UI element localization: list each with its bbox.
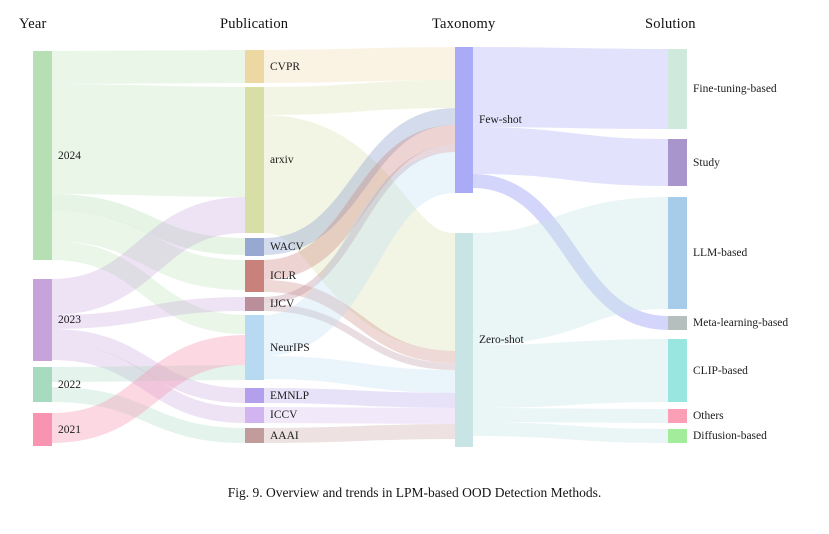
flow-y2023-to-iccv [51,344,246,423]
sankey-node-neurips [245,315,264,380]
flow-zero-to-clip [472,339,669,408]
flow-zero-to-diff [472,422,669,443]
flow-y2024-to-wacv [51,194,246,255]
flow-y2021-to-neurips [51,335,246,443]
flow-emnlp-to-zero [263,388,456,408]
flow-few-to-study [472,127,669,186]
figure-caption: Fig. 9. Overview and trends in LPM-based… [227,485,602,500]
sankey-node-zero [455,233,473,447]
sankey-node-cvpr [245,50,264,83]
sankey-node-wacv [245,238,264,256]
flow-ijcv-to-zero [263,304,456,370]
column-header-year: Year [19,16,47,32]
sankey-node-aaai [245,428,264,443]
flow-arxiv-to-zero [260,115,459,351]
flow-iclr-to-few [263,125,456,280]
flow-ijcv-to-few [263,145,456,304]
flow-y2024-to-iclr [51,211,246,290]
sankey-node-few [455,47,473,193]
flow-y2024-to-neurips [51,241,246,334]
flow-neurips-to-zero [263,356,456,393]
flow-y2023-to-emnlp [51,329,246,403]
flow-few-to-meta [472,174,669,330]
sankey-node-y2023 [33,279,52,361]
flow-zero-to-others [472,408,669,423]
flow-neurips-to-few [262,152,457,356]
sankey-node-y2021 [33,413,52,446]
sankey-node-arxiv [245,87,264,233]
sankey-node-study [668,139,687,186]
sankey-node-y2022 [33,367,52,402]
column-header-taxonomy: Taxonomy [432,16,496,32]
flow-y2022-to-neurips [51,365,246,382]
flow-iccv-to-zero [263,407,456,424]
sankey-node-y2024 [33,51,52,260]
flow-y2023-to-arxiv [51,197,246,315]
sankey-node-llm [668,197,687,309]
sankey-node-others [668,409,687,423]
flow-y2023-to-ijcv [51,297,246,329]
flow-wacv-to-few [263,108,456,255]
sankey-node-diff [668,429,687,443]
sankey-node-ijcv [245,297,264,311]
column-header-publication: Publication [220,16,289,32]
flow-y2024-to-cvpr [51,50,246,84]
sankey-node-iccv [245,407,264,423]
sankey-node-emnlp [245,388,264,403]
sankey-node-ft [668,49,687,129]
flow-y2022-to-aaai [51,387,246,443]
flow-iclr-to-zero [263,280,456,363]
flow-few-to-ft [472,47,669,129]
flow-y2024-to-arxiv [51,84,246,197]
flow-aaai-to-zero [263,424,456,443]
sankey-node-meta [668,316,687,330]
flow-zero-to-llm [471,197,670,345]
sankey-node-clip [668,339,687,402]
flow-cvpr-to-few [263,47,456,83]
column-header-solution: Solution [645,16,696,32]
flow-arxiv-to-few [263,80,456,115]
sankey-node-iclr [245,260,264,292]
